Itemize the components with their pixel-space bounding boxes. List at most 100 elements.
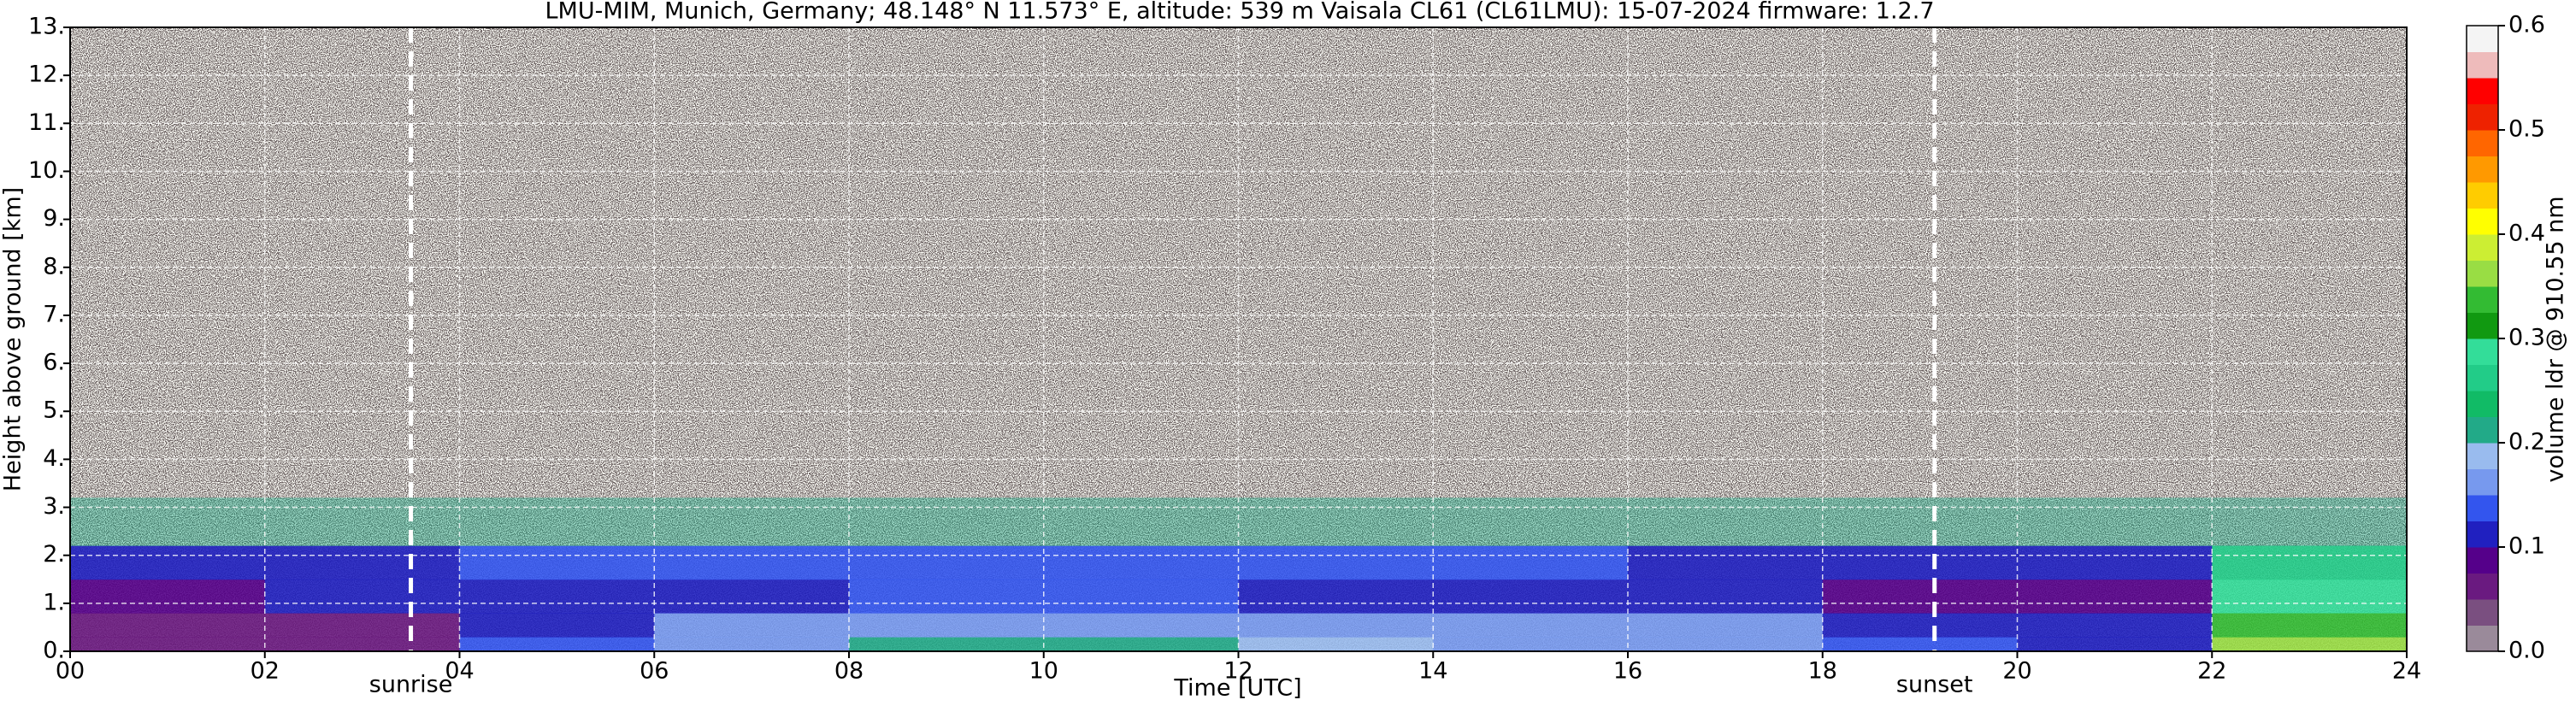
colorbar-tick-label: 0.2 (2508, 429, 2545, 456)
heatmap-cell (849, 579, 1045, 614)
y-tick-label: 3. (43, 493, 65, 520)
colorbar-swatch (2467, 78, 2498, 104)
colorbar-swatch (2467, 130, 2498, 156)
heatmap-cell (1822, 613, 2018, 638)
heatmap-cell (1043, 497, 1239, 546)
colorbar-tick-label: 0.0 (2508, 638, 2545, 664)
colorbar-swatch (2467, 521, 2498, 548)
heatmap-cell (1628, 637, 1824, 652)
heatmap-cell (264, 545, 460, 580)
heatmap-cell (264, 637, 460, 652)
heatmap-cell (849, 545, 1045, 580)
heatmap-cell (654, 637, 850, 652)
x-tick-label: 06 (640, 658, 669, 685)
annotation-label: sunset (1896, 672, 1973, 698)
x-tick-label: 12 (1223, 658, 1253, 685)
heatmap-cell (1433, 497, 1629, 546)
x-tick-label: 04 (445, 658, 474, 685)
colorbar-swatch (2467, 103, 2498, 131)
heatmap-cell (654, 545, 850, 580)
x-tick-label: 14 (1418, 658, 1447, 685)
colorbar-swatch (2467, 625, 2498, 652)
colorbar-swatch (2467, 495, 2498, 521)
heatmap-cell (1238, 613, 1434, 638)
heatmap-cell (1433, 545, 1629, 580)
y-tick-label: 2. (43, 541, 65, 568)
heatmap-cell (1043, 613, 1239, 638)
heatmap-cell (2212, 613, 2408, 638)
x-tick-label: 24 (2392, 658, 2421, 685)
x-tick-label: 08 (834, 658, 864, 685)
y-tick-label: 4. (43, 445, 65, 472)
heatmap-cell (459, 497, 655, 546)
x-tick-label: 18 (1808, 658, 1837, 685)
annotation-label: sunrise (369, 672, 453, 698)
colorbar-swatch (2467, 312, 2498, 339)
colorbar-tick-label: 0.3 (2508, 325, 2545, 351)
heatmap-cell (1238, 579, 1434, 614)
y-tick-label: 8. (43, 253, 65, 279)
colorbar-swatch (2467, 286, 2498, 313)
x-tick-label: 00 (56, 658, 85, 685)
y-tick-label: 6. (43, 350, 65, 376)
heatmap-cell (849, 613, 1045, 638)
colorbar-swatch (2467, 182, 2498, 209)
colorbar-swatch (2467, 391, 2498, 417)
heatmap-cell (2017, 579, 2213, 614)
heatmap-cell (70, 637, 266, 652)
heatmap-cell (1822, 579, 2018, 614)
y-tick-label: 13. (28, 14, 65, 40)
heatmap-cell (70, 497, 266, 546)
heatmap-cell (1043, 579, 1239, 614)
heatmap-cell (459, 545, 655, 580)
colorbar-tick-label: 0.5 (2508, 116, 2545, 143)
heatmap-cell (459, 579, 655, 614)
heatmap-cell (654, 579, 850, 614)
heatmap-cell (1628, 579, 1824, 614)
heatmap-cell (1433, 579, 1629, 614)
heatmap-cell (1238, 637, 1434, 652)
heatmap-cell (264, 613, 460, 638)
colorbar-swatch (2467, 260, 2498, 287)
colorbar-swatch (2467, 443, 2498, 469)
colorbar-swatch (2467, 416, 2498, 444)
heatmap-cell (459, 613, 655, 638)
heatmap-cell (264, 497, 460, 546)
heatmap-cell (1433, 637, 1629, 652)
y-axis-label: Height above ground [km] (0, 187, 27, 491)
colorbar-swatch (2467, 51, 2498, 79)
colorbar-swatch (2467, 338, 2498, 365)
y-tick-label: 11. (28, 109, 65, 136)
heatmap-cell (70, 579, 266, 614)
y-tick-label: 5. (43, 397, 65, 424)
x-tick-label: 10 (1029, 658, 1058, 685)
colorbar-swatch (2467, 599, 2498, 626)
colorbar-swatch (2467, 234, 2498, 261)
heatmap-cell (264, 579, 460, 614)
x-axis-label: Time [UTC] (1173, 675, 1301, 702)
colorbar-label: volume ldr @ 910.55 nm (2543, 197, 2569, 483)
heatmap-cell (849, 497, 1045, 546)
heatmap-cell (459, 637, 655, 652)
colorbar-tick-label: 0.4 (2508, 221, 2545, 247)
heatmap-cell (849, 637, 1045, 652)
colorbar-swatch (2467, 156, 2498, 183)
colorbar-tick-label: 0.1 (2508, 533, 2545, 560)
y-tick-label: 7. (43, 301, 65, 327)
colorbar-swatch (2467, 364, 2498, 391)
heatmap-cell (2212, 545, 2408, 580)
heatmap-cell (1628, 613, 1824, 638)
chart-title: LMU-MIM, Munich, Germany; 48.148° N 11.5… (545, 0, 1934, 25)
heatmap-cell (1433, 613, 1629, 638)
heatmap-cell (2017, 613, 2213, 638)
heatmap-cell (2017, 497, 2213, 546)
heatmap-cell (654, 613, 850, 638)
x-tick-label: 22 (2197, 658, 2226, 685)
y-tick-label: 1. (43, 589, 65, 615)
colorbar-tick-label: 0.6 (2508, 12, 2545, 38)
heatmap-cell (2017, 637, 2213, 652)
heatmap-cell (1822, 545, 2018, 580)
y-tick-label: 0. (43, 638, 65, 664)
colorbar-swatch (2467, 547, 2498, 574)
